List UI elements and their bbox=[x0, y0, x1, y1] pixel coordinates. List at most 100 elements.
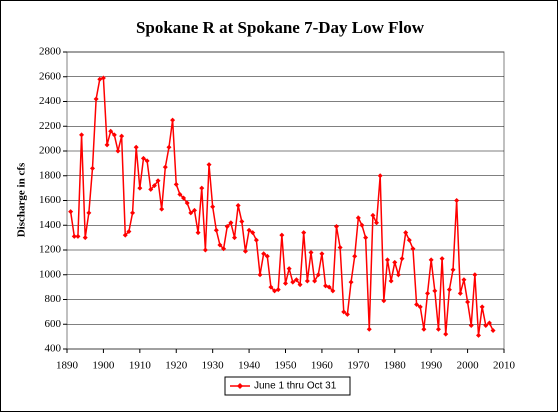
data-point bbox=[242, 248, 248, 254]
data-point bbox=[406, 237, 412, 243]
data-point bbox=[173, 181, 179, 187]
x-tick-label: 1920 bbox=[165, 360, 188, 372]
data-point bbox=[439, 256, 445, 262]
data-point bbox=[170, 117, 176, 123]
y-tick-label: 1600 bbox=[39, 194, 62, 206]
data-point bbox=[399, 256, 405, 262]
data-point bbox=[79, 132, 85, 138]
data-point bbox=[461, 277, 467, 283]
data-point bbox=[140, 155, 146, 161]
data-point bbox=[283, 280, 288, 286]
x-tick-label: 2000 bbox=[457, 360, 480, 372]
data-point bbox=[337, 245, 343, 251]
data-point bbox=[384, 257, 390, 263]
legend-box bbox=[224, 376, 351, 396]
data-point bbox=[377, 173, 383, 179]
data-point bbox=[213, 227, 219, 233]
x-tick-label: 1930 bbox=[202, 360, 225, 372]
data-point bbox=[421, 326, 427, 332]
data-point bbox=[199, 185, 205, 191]
x-tick-label: 1890 bbox=[56, 360, 79, 372]
data-point bbox=[264, 253, 270, 259]
data-point bbox=[414, 301, 420, 307]
data-point bbox=[293, 277, 299, 283]
data-point bbox=[341, 309, 347, 315]
x-tick-label: 1980 bbox=[384, 360, 407, 372]
x-tick-label: 1990 bbox=[420, 360, 443, 372]
data-point bbox=[417, 304, 423, 310]
data-point bbox=[304, 278, 310, 284]
y-tick-label: 2400 bbox=[39, 95, 62, 107]
data-point bbox=[319, 251, 325, 257]
data-point bbox=[275, 287, 281, 293]
x-tick-label: 1950 bbox=[275, 360, 298, 372]
y-tick-label: 1400 bbox=[39, 219, 62, 231]
data-point bbox=[359, 222, 365, 228]
data-point bbox=[210, 204, 216, 210]
data-point bbox=[483, 322, 489, 328]
data-point bbox=[297, 282, 303, 288]
data-point bbox=[144, 158, 150, 164]
y-tick-label: 600 bbox=[45, 318, 62, 330]
data-point bbox=[166, 144, 172, 150]
data-point bbox=[290, 279, 296, 285]
data-point bbox=[130, 210, 136, 216]
data-point bbox=[232, 235, 238, 241]
data-point bbox=[315, 272, 321, 278]
data-point bbox=[374, 220, 380, 226]
data-point bbox=[279, 232, 285, 238]
data-point bbox=[363, 235, 369, 241]
data-point bbox=[479, 304, 485, 310]
data-point bbox=[352, 253, 358, 259]
y-tick-label: 400 bbox=[45, 343, 62, 355]
data-point bbox=[159, 206, 165, 212]
data-point bbox=[188, 210, 194, 216]
data-point bbox=[126, 228, 132, 234]
data-point bbox=[268, 284, 274, 290]
data-point bbox=[286, 266, 292, 272]
y-tick-label: 1200 bbox=[39, 244, 62, 256]
data-point bbox=[228, 220, 234, 226]
data-point bbox=[184, 200, 190, 206]
x-tick-label: 1970 bbox=[347, 360, 370, 372]
data-point bbox=[333, 223, 339, 229]
y-tick-label: 800 bbox=[45, 293, 62, 305]
data-point bbox=[443, 331, 449, 337]
data-point bbox=[457, 290, 463, 296]
data-point bbox=[71, 233, 77, 239]
data-point bbox=[395, 272, 401, 278]
data-point bbox=[468, 322, 474, 328]
data-point bbox=[330, 288, 336, 294]
legend-label: June 1 thru Oct 31 bbox=[254, 381, 337, 392]
data-point bbox=[253, 237, 259, 243]
y-tick-label: 2200 bbox=[39, 120, 62, 132]
data-point bbox=[388, 278, 394, 284]
x-tick-label: 1940 bbox=[238, 360, 261, 372]
data-point bbox=[476, 332, 482, 338]
data-point bbox=[381, 298, 387, 304]
data-point bbox=[250, 230, 256, 236]
data-point bbox=[392, 259, 398, 265]
data-point bbox=[257, 272, 263, 278]
data-point bbox=[246, 227, 252, 233]
data-point bbox=[148, 186, 154, 192]
data-point bbox=[326, 284, 332, 290]
data-point bbox=[93, 96, 99, 102]
data-point bbox=[355, 215, 361, 221]
data-point bbox=[191, 207, 197, 213]
y-tick-label: 2600 bbox=[39, 70, 62, 82]
data-point bbox=[301, 230, 307, 236]
chart-title: Spokane R at Spokane 7-Day Low Flow bbox=[136, 18, 425, 37]
y-tick-label: 1800 bbox=[39, 169, 62, 181]
data-point bbox=[75, 233, 81, 239]
x-tick-label: 1910 bbox=[129, 360, 152, 372]
data-point bbox=[122, 232, 128, 238]
data-point bbox=[221, 246, 227, 252]
data-point bbox=[235, 202, 241, 208]
data-point bbox=[486, 320, 492, 326]
data-point bbox=[370, 212, 376, 218]
data-point bbox=[151, 183, 157, 189]
y-tick-label: 2800 bbox=[39, 46, 62, 58]
